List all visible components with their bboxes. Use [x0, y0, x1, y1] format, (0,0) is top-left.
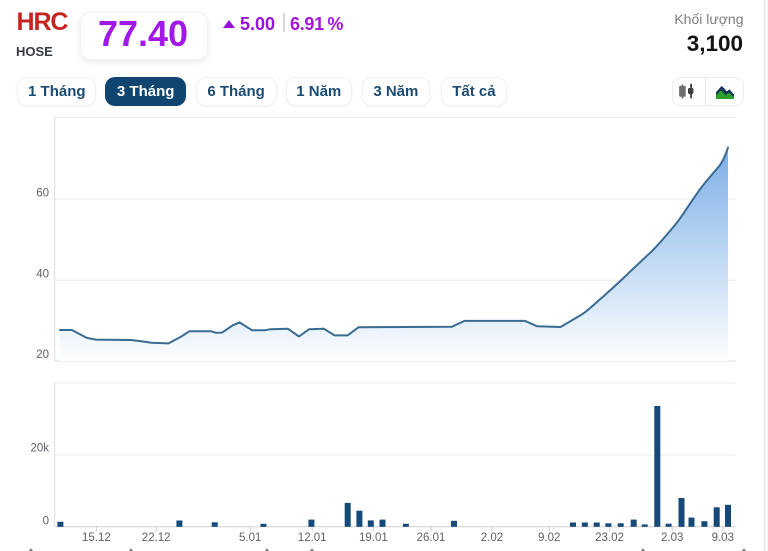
- svg-text:2.03: 2.03: [661, 532, 683, 544]
- svg-text:9.03: 9.03: [712, 532, 734, 544]
- svg-text:5.01: 5.01: [239, 532, 261, 544]
- svg-text:2.02: 2.02: [481, 532, 503, 544]
- svg-text:20k: 20k: [30, 442, 49, 454]
- svg-text:26.01: 26.01: [417, 532, 446, 544]
- svg-text:19.01: 19.01: [359, 532, 388, 544]
- svg-text:22.12: 22.12: [142, 532, 171, 544]
- svg-text:12.01: 12.01: [298, 532, 327, 544]
- svg-text:15.12: 15.12: [82, 532, 111, 544]
- svg-text:20: 20: [36, 349, 49, 361]
- svg-text:9.02: 9.02: [538, 532, 560, 544]
- svg-text:23.02: 23.02: [595, 532, 624, 544]
- svg-text:0: 0: [43, 515, 49, 527]
- svg-text:40: 40: [36, 268, 49, 280]
- svg-text:60: 60: [36, 187, 49, 199]
